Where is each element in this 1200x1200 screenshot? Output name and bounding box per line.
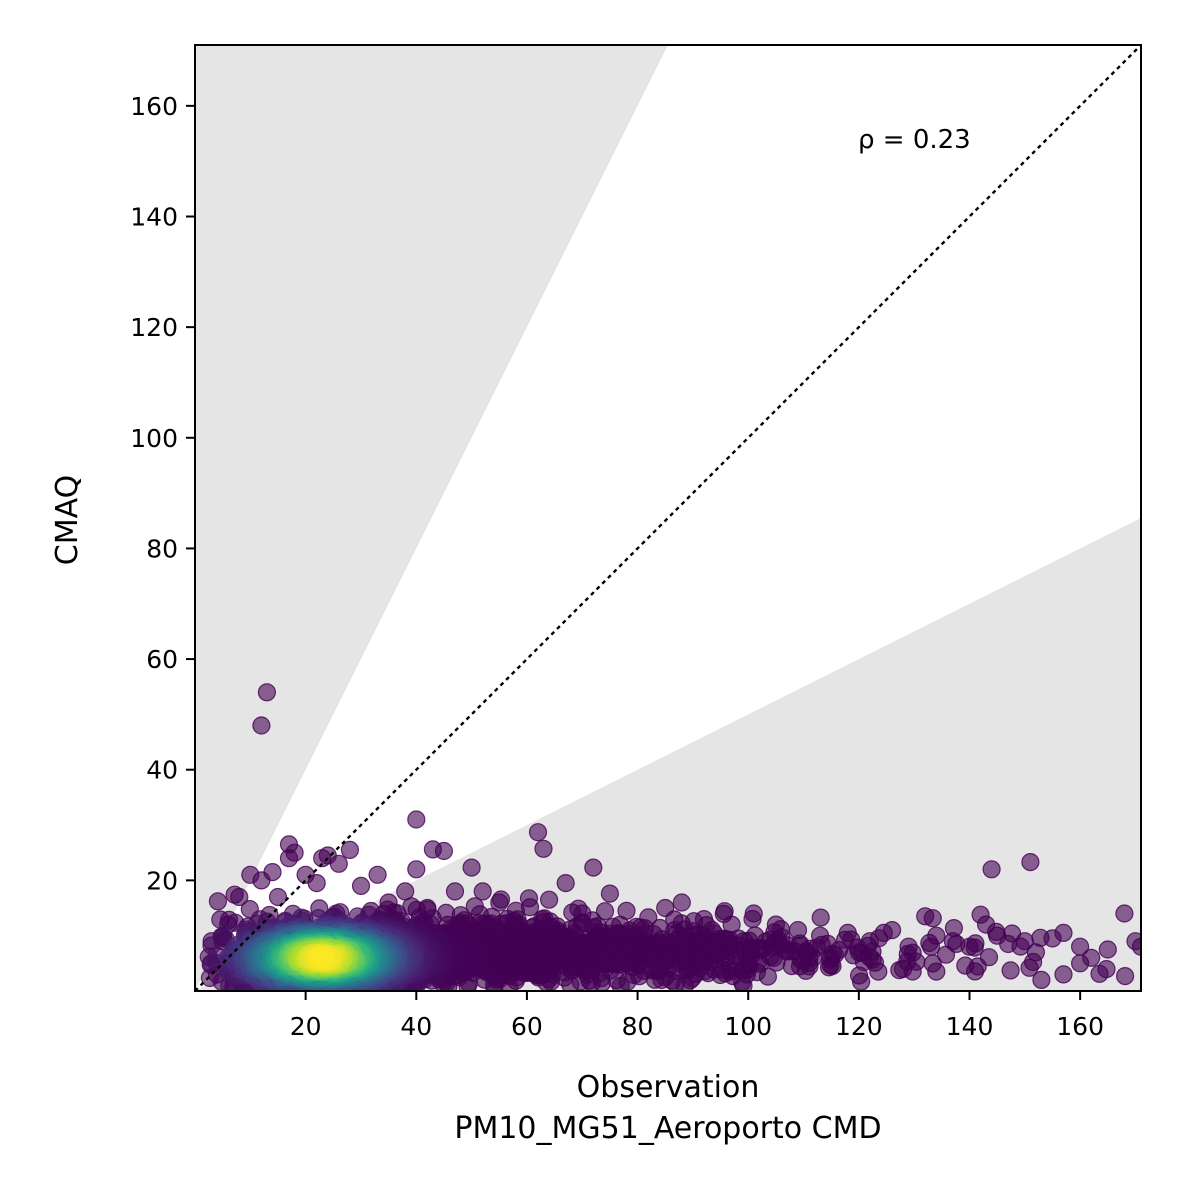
y-tick-label: 40 [146,756,178,785]
scatter-point [279,849,299,868]
scatter-point [936,945,956,964]
scatter-point [1131,937,1141,956]
scatter-point [252,716,271,735]
scatter-point [1002,924,1022,943]
scatter-point [1011,937,1030,956]
y-tick-label: 120 [130,313,178,342]
scatter-point [539,890,559,909]
annotation-rho: ρ = 0.23 [858,125,971,155]
scatter-point [743,909,762,929]
y-tick-label: 100 [130,424,178,453]
one-to-one-reference-line [195,45,1141,991]
scatter-point [208,892,227,911]
scatter-point [520,898,540,917]
scatter-point [534,839,553,858]
y-tick-label: 60 [146,645,178,674]
x-tick-label: 120 [835,1012,883,1041]
y-tick-label: 160 [130,92,178,121]
x-tick-label: 140 [946,1012,994,1041]
scatter-point [1090,964,1109,983]
scatter-point [329,854,348,873]
scatter-point [1098,940,1117,959]
scatter-point [445,882,465,901]
scatter-point [1115,904,1134,923]
scatter-point [1001,961,1020,980]
scatter-point [920,933,939,953]
scatter-point [263,862,282,882]
scatter-point [556,873,575,893]
scatter-point [944,918,964,938]
scatter-point [584,858,603,877]
x-axis-sublabel: PM10_MG51_Aeroporto CMD [454,1111,881,1146]
y-tick-label: 80 [146,534,178,563]
scatter-point [890,960,909,980]
plot-area [195,45,1176,991]
scatter-point [407,810,426,829]
scatter-point [1054,965,1073,984]
scatter-point [1031,928,1050,947]
y-axis-ticks: 20 40 60 80 100 120 140 160 [130,92,195,895]
scatter-point [811,908,830,927]
y-tick-label: 20 [146,866,178,895]
scatter-point [595,902,615,921]
scatter-point [956,956,975,975]
scatter-point [987,922,1006,942]
scatter-point [1115,966,1135,986]
scatter-point [982,860,1001,879]
x-tick-label: 80 [622,1012,654,1041]
scatter-point [1020,958,1039,977]
x-tick-label: 160 [1056,1012,1104,1041]
scatter-point [340,840,359,860]
scatter-point [307,873,326,893]
scatter-point [257,683,276,702]
scatter-point [407,860,426,879]
x-axis-ticks: 20 40 60 80 100 120 140 160 [290,991,1104,1041]
scatter-point [473,882,492,901]
x-tick-label: 40 [400,1012,432,1041]
scatter-point [1032,970,1051,990]
scatter-point [268,887,288,907]
scatter-point [1070,954,1090,973]
scatter-points [199,683,1176,991]
x-tick-label: 20 [290,1012,322,1041]
y-axis-label: CMAQ [50,475,85,565]
scatter-point [600,884,620,903]
scatter-point [462,858,481,877]
scatter-point [368,865,387,884]
scatter-point [923,909,942,928]
scatter-point [225,885,244,904]
scatter-point [819,958,839,977]
scatter-point [1054,923,1073,943]
shaded-band-upper [195,45,668,991]
x-tick-label: 60 [511,1012,543,1041]
scatter-point [1021,852,1040,872]
scatter-point [923,954,942,973]
scatter-point [434,841,453,861]
scatter-point [849,966,869,985]
plot-frame [194,44,1142,992]
scatter-point [313,849,332,868]
scatter-point [672,893,691,912]
shaded-band-lower [195,518,1141,991]
scatter-point [965,938,984,957]
scatter-point [714,904,733,924]
scatter-point [491,890,511,909]
scatter-point [528,823,548,842]
y-tick-label: 140 [130,202,178,231]
x-axis-label: Observation [577,1070,760,1105]
scatter-point [310,948,329,967]
scatter-point [1159,952,1176,969]
scatter-point [351,876,371,896]
x-tick-label: 100 [724,1012,772,1041]
